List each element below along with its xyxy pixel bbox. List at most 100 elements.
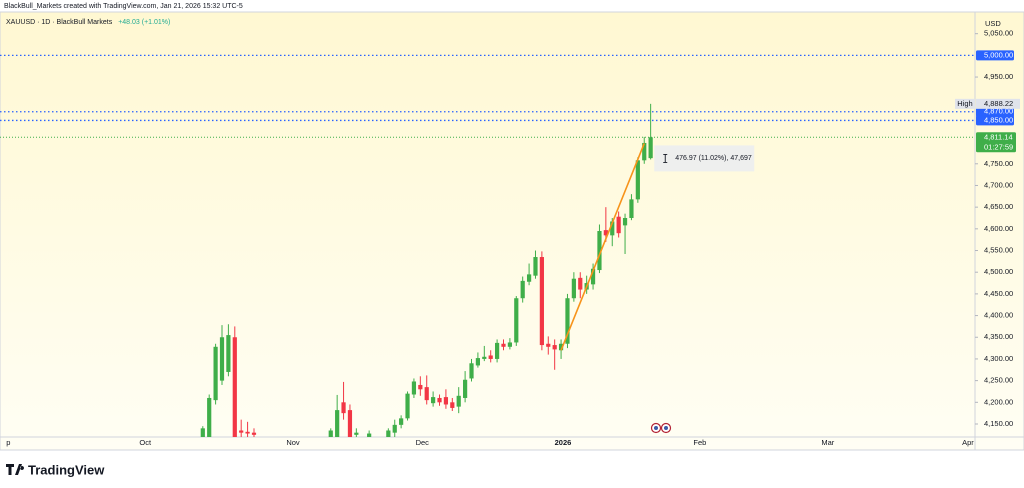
measure-label: 476.97 (11.02%), 47,697	[675, 155, 752, 162]
candle-body	[399, 418, 404, 425]
chart-frame	[0, 11, 1024, 451]
candle-body	[335, 410, 340, 437]
candle-body	[443, 397, 449, 405]
price-line-box	[976, 115, 1014, 126]
candle-body	[213, 346, 218, 401]
candle-body	[629, 199, 634, 218]
measure-icon	[663, 153, 668, 163]
candle-body	[411, 381, 417, 395]
high-name: High	[957, 99, 972, 108]
high-box	[976, 98, 1020, 109]
candle-body	[520, 280, 525, 299]
high-name-box	[955, 98, 975, 109]
candle-body	[642, 142, 647, 161]
measure-box	[654, 145, 755, 172]
candle-body	[501, 343, 506, 347]
candle-body	[226, 335, 231, 372]
candle-body	[552, 345, 557, 350]
candle-body	[571, 278, 576, 299]
y-tick-label: 4,200.00	[984, 397, 1013, 406]
y-tick-label: 4,150.00	[984, 419, 1013, 428]
candle-body	[507, 342, 512, 347]
y-tick-label: 4,350.00	[984, 332, 1013, 341]
x-tick-label: Apr	[962, 438, 974, 447]
candle-body	[488, 355, 493, 359]
candle-body	[603, 230, 608, 236]
candle-body	[367, 433, 372, 437]
measure-line	[560, 143, 645, 351]
candle-body	[251, 432, 257, 435]
price-line-label: 5,000.00	[984, 50, 1013, 59]
candle-body	[578, 277, 583, 290]
candle-body	[405, 393, 410, 419]
y-tick-label: 4,450.00	[984, 289, 1013, 298]
price-line-box	[976, 106, 1014, 117]
candle-body	[418, 384, 423, 390]
candle-body	[392, 424, 397, 433]
y-tick-label: 4,750.00	[984, 159, 1013, 168]
price-line-label: 4,870.00	[984, 107, 1013, 116]
chart-background	[0, 12, 1024, 450]
x-tick-label: Nov	[286, 438, 300, 447]
y-tick-label: 4,400.00	[984, 311, 1013, 320]
plot-area: 476.97 (11.02%), 47,697	[200, 103, 755, 437]
candle-body	[610, 221, 615, 236]
symbol-title: XAUUSD · 1D · BlackBull Markets	[6, 19, 113, 26]
candle-body	[207, 397, 212, 437]
candle-body	[354, 432, 359, 435]
price-line-box	[976, 50, 1014, 61]
x-tick-label: Dec	[416, 438, 430, 447]
candle-body	[597, 231, 602, 271]
currency: USD	[985, 19, 1001, 28]
brand: TradingView	[28, 462, 105, 477]
candle-body	[648, 137, 653, 159]
candle-body	[539, 257, 544, 346]
candle-body	[475, 358, 481, 366]
candle-body	[469, 363, 474, 379]
countdown: 01:27:59	[984, 142, 1013, 151]
candle-body	[482, 356, 487, 359]
x-tick-label: p	[6, 438, 10, 447]
candle-body	[622, 217, 628, 226]
candle-body	[565, 298, 570, 344]
last-price-label: 4,811.14	[984, 132, 1013, 141]
last-price-box	[976, 132, 1016, 153]
y-tick-label: 4,600.00	[984, 224, 1013, 233]
high-label: 4,888.22	[984, 99, 1013, 108]
candle-body	[347, 410, 353, 437]
candle-body	[239, 430, 244, 433]
x-tick-label: Mar	[821, 438, 834, 447]
change: +48.03 (+1.01%)	[118, 19, 170, 26]
price-line-label: 4,850.00	[984, 115, 1013, 124]
candle-body	[200, 428, 205, 437]
candle-body	[558, 343, 564, 351]
candle-body	[219, 337, 225, 381]
candle-body	[463, 379, 468, 398]
candle-body	[616, 216, 621, 234]
candle-body	[424, 387, 429, 401]
credit: BlackBull_Markets created with TradingVi…	[4, 3, 243, 10]
candle-body	[514, 298, 519, 343]
candle-body	[456, 395, 461, 407]
candle-body	[232, 337, 237, 437]
y-tick-label: 4,700.00	[984, 180, 1013, 189]
x-tick-label: Feb	[693, 438, 706, 447]
candle-body	[526, 274, 532, 282]
candle-body	[437, 397, 442, 403]
candle-body	[635, 160, 640, 200]
y-tick-label: 4,300.00	[984, 354, 1013, 363]
event-icons	[650, 422, 672, 434]
candle-body	[328, 430, 333, 437]
candle-body	[494, 342, 500, 359]
y-tick-label: 4,500.00	[984, 267, 1013, 276]
candle-body	[450, 402, 455, 408]
y-tick-label: 4,950.00	[984, 72, 1013, 81]
y-tick-label: 4,650.00	[984, 202, 1013, 211]
candle-body	[533, 257, 538, 276]
y-tick-label: 4,250.00	[984, 376, 1013, 385]
y-tick-label: 4,550.00	[984, 246, 1013, 255]
x-tick-label: 2026	[555, 438, 572, 447]
candle-body	[546, 343, 551, 347]
